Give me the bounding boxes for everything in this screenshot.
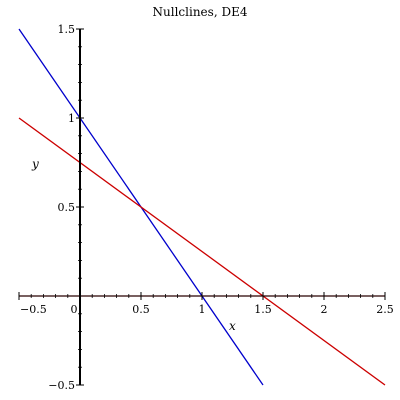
- y-tick-label: 0.5: [58, 201, 76, 214]
- x-tick-label: 2: [321, 303, 328, 316]
- x-tick-label: 0.5: [132, 303, 150, 316]
- x-tick-label: 2.5: [376, 303, 394, 316]
- y-tick-label: −0.5: [48, 379, 75, 392]
- chart-title: Nullclines, DE4: [153, 5, 248, 19]
- x-tick-label: 0: [71, 303, 78, 316]
- axes-layer: [18, 28, 386, 386]
- y-tick-label: 1.5: [58, 23, 76, 36]
- x-tick-label: 1: [199, 303, 206, 316]
- labels-layer: −0.5 0 0.5 1 1.5 2 2.5 −0.5 0.5 1 1.5: [20, 23, 394, 392]
- x-axis-label: x: [229, 319, 236, 333]
- y-tick-label: 1: [68, 112, 75, 125]
- series-line-2: [18, 117, 386, 386]
- x-tick-label: −0.5: [20, 303, 47, 316]
- x-tick-label: 1.5: [254, 303, 272, 316]
- y-axis-label: y: [31, 157, 39, 171]
